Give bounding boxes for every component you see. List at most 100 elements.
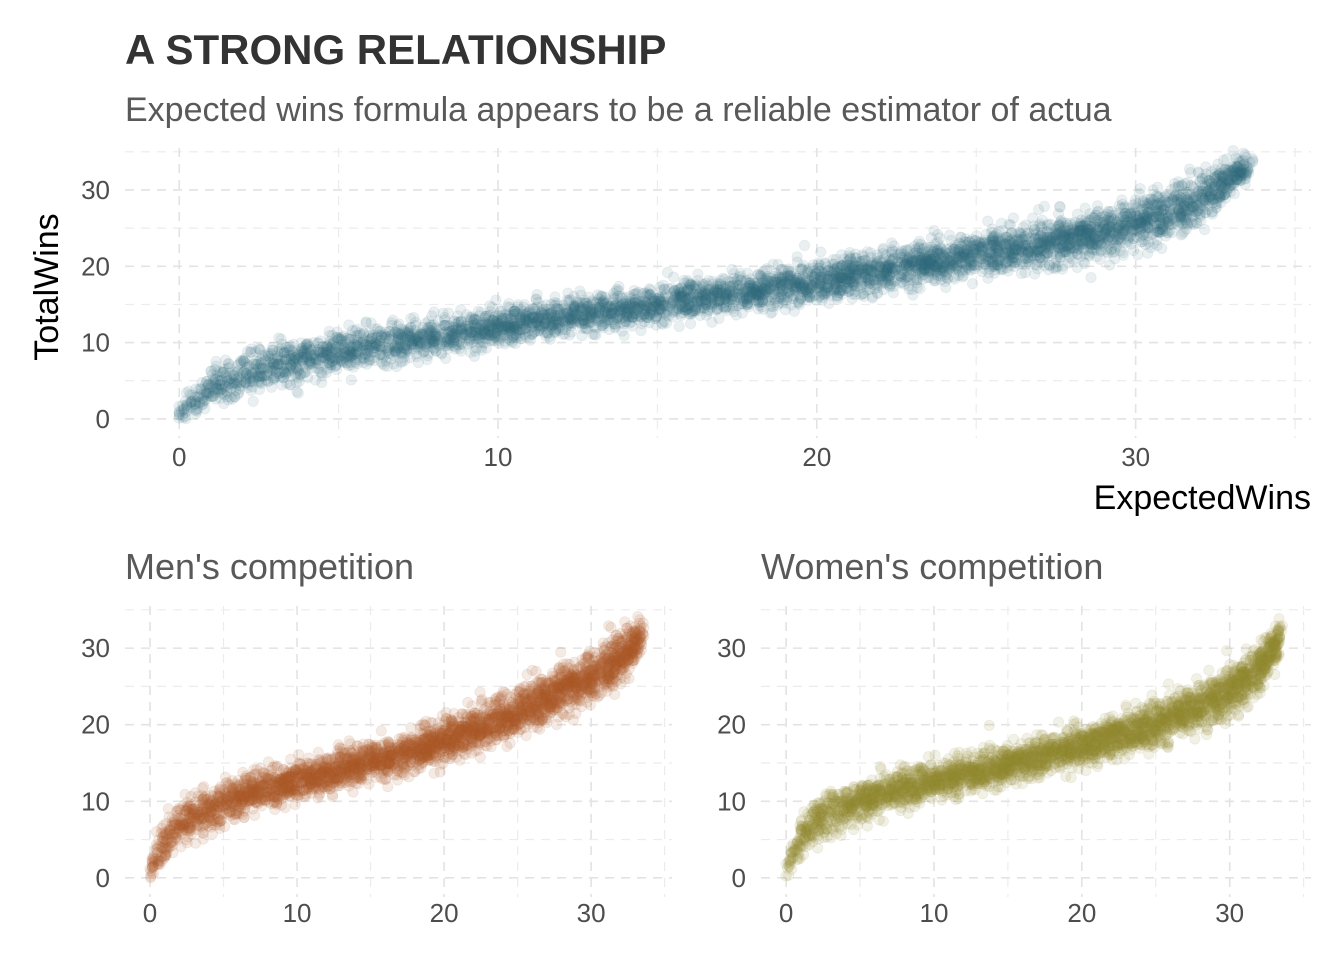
scatter-point-overall <box>788 282 800 294</box>
scatter-point-overall <box>480 318 492 330</box>
points-overall <box>173 145 1259 425</box>
scatter-point-overall <box>1041 220 1054 232</box>
scatter-point-overall <box>511 306 523 319</box>
scatter-point-overall <box>960 255 972 267</box>
scatter-point-overall <box>179 410 191 422</box>
scatter-point-overall <box>1038 200 1051 212</box>
scatter-point-overall <box>781 267 794 279</box>
scatter-point-overall <box>368 342 380 354</box>
scatter-point-overall <box>749 284 761 296</box>
scatter-point-overall <box>292 387 304 399</box>
scatter-point-overall <box>345 346 357 358</box>
scatter-point-overall <box>265 381 278 393</box>
scatter-point-overall <box>1044 234 1056 246</box>
scatter-point-overall <box>1043 264 1055 276</box>
scatter-point-overall <box>380 355 392 367</box>
scatter-point-overall <box>662 300 674 312</box>
scatter-point-overall <box>330 359 342 371</box>
scatter-point-overall <box>1133 198 1145 210</box>
scatter-point-overall <box>323 338 336 350</box>
scatter-point-overall <box>563 318 575 330</box>
scatter-point-overall <box>1148 215 1160 227</box>
scatter-point-overall <box>737 296 749 308</box>
scatter-point-overall <box>607 293 619 306</box>
scatter-point-overall <box>221 391 233 403</box>
scatter-point-overall <box>837 275 849 287</box>
scatter-point-overall <box>1178 198 1190 210</box>
scatter-point-overall <box>1213 187 1225 199</box>
scatter-point-overall <box>623 307 635 319</box>
scatter-point-overall <box>661 266 674 279</box>
scatter-point-overall <box>656 318 669 330</box>
scatter-point-overall <box>1077 235 1089 247</box>
scatter-point-overall <box>563 294 575 306</box>
scatter-point-overall <box>1080 213 1092 225</box>
scatter-point-overall <box>1085 221 1097 234</box>
scatter-point-overall <box>1132 249 1144 261</box>
scatter-point-overall <box>1116 194 1128 206</box>
scatter-point-overall <box>982 254 995 266</box>
scatter-point-overall <box>761 292 774 305</box>
scatter-point-overall <box>1073 225 1085 237</box>
scatter-point-overall <box>291 386 303 398</box>
scatter-point-overall <box>625 301 637 313</box>
scatter-point-overall <box>396 346 408 358</box>
scatter-point-overall <box>1134 183 1146 195</box>
scatter-point-overall <box>692 274 704 287</box>
scatter-point-overall <box>904 273 916 285</box>
scatter-point-overall <box>531 316 543 328</box>
scatter-point-overall <box>495 316 507 328</box>
scatter-point-overall <box>1079 248 1091 260</box>
scatter-point-overall <box>476 344 488 356</box>
scatter-point-overall <box>1033 204 1045 216</box>
scatter-point-overall <box>1159 190 1171 203</box>
scatter-point-overall <box>915 239 927 251</box>
scatter-point-overall <box>646 293 659 305</box>
scatter-point-overall <box>692 268 704 280</box>
scatter-point-overall <box>989 264 1001 276</box>
scatter-point-overall <box>726 263 738 276</box>
scatter-point-overall <box>351 323 363 335</box>
scatter-point-overall <box>815 246 827 258</box>
scatter-point-overall <box>726 290 739 303</box>
scatter-point-overall <box>254 343 266 356</box>
scatter-point-overall <box>714 294 726 306</box>
scatter-point-overall <box>996 233 1008 245</box>
scatter-point-overall <box>292 362 304 375</box>
scatter-point-overall <box>873 274 885 286</box>
scatter-point-overall <box>691 291 703 303</box>
scatter-point-overall <box>733 291 745 304</box>
scatter-point-overall <box>755 296 767 308</box>
scatter-point-overall <box>814 260 827 272</box>
scatter-point-overall <box>607 296 620 308</box>
scatter-point-overall <box>865 258 877 270</box>
scatter-point-overall <box>1151 205 1163 217</box>
scatter-point-overall <box>626 320 638 332</box>
scatter-point-overall <box>813 280 825 293</box>
scatter-point-overall <box>363 327 375 339</box>
scatter-point-overall <box>1041 247 1054 259</box>
scatter-point-overall <box>472 323 485 335</box>
scatter-point-overall <box>338 341 350 353</box>
scatter-point-overall <box>317 341 329 353</box>
scatter-point-overall <box>960 244 972 256</box>
scatter-point-overall <box>899 245 911 257</box>
scatter-point-overall <box>687 294 699 307</box>
scatter-point-overall <box>491 315 503 327</box>
scatter-point-overall <box>864 271 877 283</box>
scatter-point-overall <box>934 261 946 273</box>
scatter-point-overall <box>966 278 979 290</box>
scatter-point-overall <box>706 316 718 328</box>
scatter-point-overall <box>1024 258 1036 270</box>
scatter-point-overall <box>1041 232 1053 244</box>
chart-title: A STRONG RELATIONSHIP <box>125 26 666 73</box>
scatter-point-overall <box>826 265 839 277</box>
scatter-point-overall <box>1092 215 1104 227</box>
scatter-point-overall <box>1134 217 1146 229</box>
scatter-point-overall <box>928 260 940 273</box>
scatter-point-overall <box>836 277 848 289</box>
scatter-point-overall <box>792 277 804 289</box>
scatter-point-overall <box>1163 219 1175 231</box>
scatter-point-overall <box>244 346 256 358</box>
